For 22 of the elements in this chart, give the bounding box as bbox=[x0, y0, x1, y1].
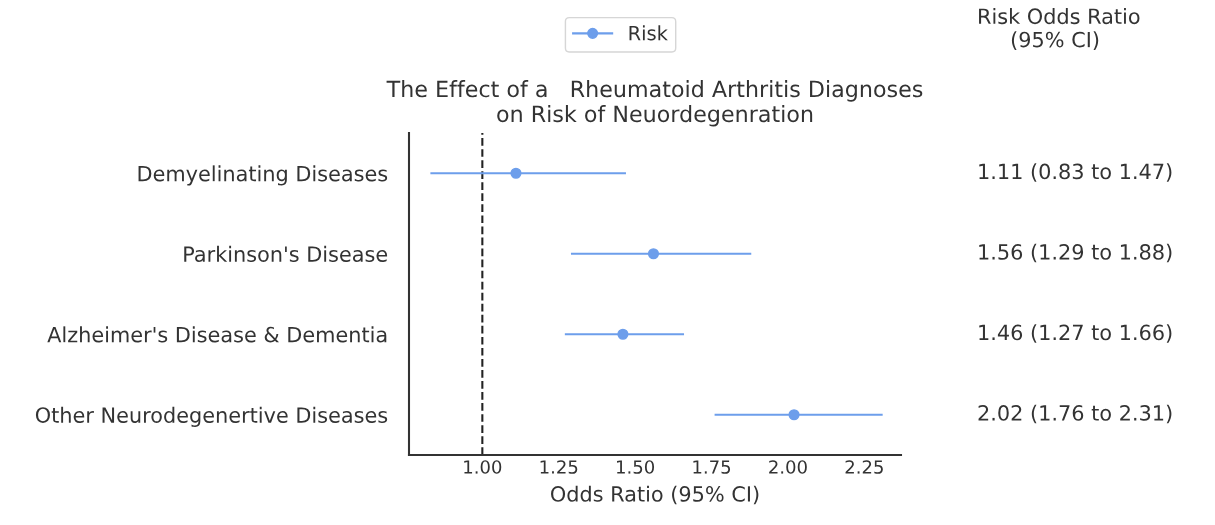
y-tick-label: Alzheimer's Disease & Dementia bbox=[47, 326, 387, 343]
x-axis-title: Odds Ratio (95% CI) bbox=[551, 485, 759, 505]
data-label: 1.56 (1.29 to 1.88) bbox=[979, 243, 1172, 263]
x-tick-label: 1.75 bbox=[693, 460, 731, 474]
data-label: 1.46 (1.27 to 1.66) bbox=[979, 324, 1172, 343]
point bbox=[788, 409, 800, 421]
point bbox=[510, 167, 522, 179]
point bbox=[617, 328, 629, 340]
point bbox=[647, 248, 660, 260]
data-label: 1.11 (0.83 to 1.47) bbox=[979, 163, 1172, 182]
x-tick-label: 1.50 bbox=[617, 460, 655, 474]
x-tick-label: 2.25 bbox=[845, 460, 883, 474]
text: Risk Odds Ratio (95% CI) bbox=[979, 8, 1140, 50]
x-tick-label: 1.00 bbox=[464, 460, 502, 474]
legend-label: Risk bbox=[629, 25, 668, 41]
y-tick-label: Other Neurodegenertive Diseases bbox=[35, 406, 388, 427]
y-tick-label: Parkinson's Disease bbox=[184, 245, 388, 262]
chart-title: The Effect of a Rheumatoid Arthritis Diagnoses on Risk of Neuordegenration bbox=[386, 80, 923, 127]
data-label: 2.02 (1.76 to 2.31) bbox=[978, 404, 1172, 424]
x-tick-label: 1.25 bbox=[540, 460, 578, 474]
y-tick-label: Demyelinating Diseases bbox=[138, 165, 388, 186]
x-tick-label: 2.00 bbox=[769, 460, 807, 474]
